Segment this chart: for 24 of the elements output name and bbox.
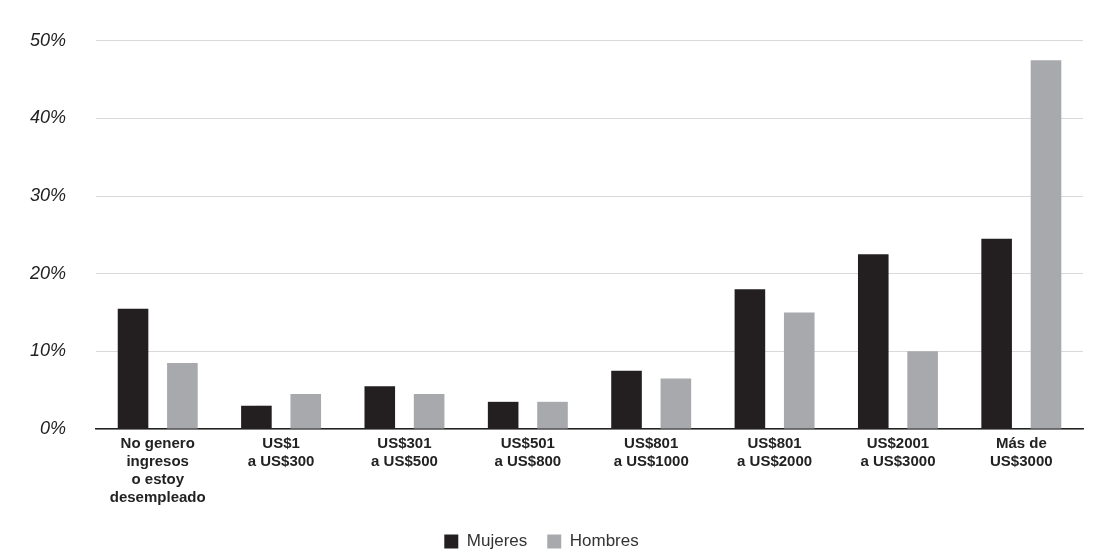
x-tick-label: US$301 a US$500 — [371, 434, 438, 470]
x-tick-label: US$1 a US$300 — [247, 434, 315, 470]
x-tick-label: US$801 a US$1000 — [613, 434, 689, 470]
bar — [783, 312, 815, 429]
legend-label: Hombres — [569, 531, 639, 551]
x-tick-label: Más de US$3000 — [990, 434, 1053, 470]
y-tick-label: 20% — [29, 262, 67, 283]
bar — [537, 401, 568, 429]
y-tick-label: 0% — [40, 418, 67, 438]
x-tick-label: US$2001 a US$3000 — [860, 434, 936, 470]
y-tick-label: 40% — [30, 107, 67, 128]
x-tick-label: US$801 a US$2000 — [737, 434, 813, 470]
bar — [167, 363, 198, 429]
x-tick-label: No genero ingresos o estoy desempleado — [109, 434, 206, 506]
bar — [290, 394, 322, 429]
y-tick-label: 10% — [30, 340, 67, 361]
y-tick-label: 50% — [30, 29, 67, 50]
bar — [660, 378, 692, 429]
legend-label: Mujeres — [466, 531, 528, 551]
bar — [1030, 60, 1062, 429]
x-tick-label: US$501 a US$800 — [494, 434, 562, 470]
bar — [907, 351, 938, 429]
bar — [413, 394, 445, 429]
y-tick-label: 30% — [30, 185, 67, 206]
